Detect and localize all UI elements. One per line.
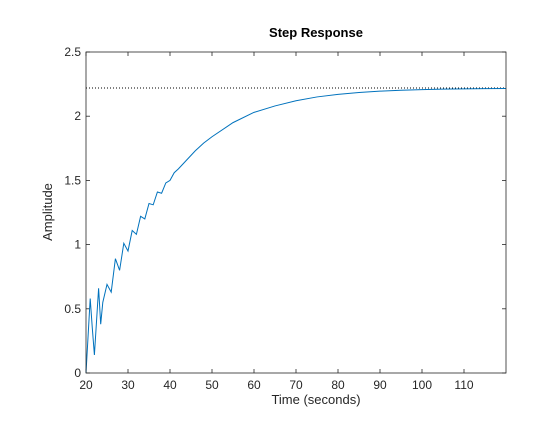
x-tick-label: 90 <box>373 378 387 392</box>
y-tick-label: 1.5 <box>64 173 81 187</box>
response-series-line <box>85 87 507 374</box>
chart-title: Step Response <box>269 25 363 40</box>
x-tick-label: 80 <box>331 378 345 392</box>
x-tick-label: 70 <box>289 378 303 392</box>
plot-frame <box>85 51 507 374</box>
ticks-layer: 20 30 40 50 60 70 80 90 100 110 0 0.5 1 1.5 2 2.5 <box>64 45 506 392</box>
y-tick-label: 1 <box>74 238 81 252</box>
y-tick-label: 0 <box>74 366 81 380</box>
y-tick-label: 0.5 <box>64 302 81 316</box>
x-axis-label: Time (seconds) <box>271 392 360 407</box>
plot-area <box>86 52 506 373</box>
x-tick-label: 30 <box>121 378 135 392</box>
x-tick-label: 40 <box>163 378 177 392</box>
x-tick-label: 50 <box>205 378 219 392</box>
y-axis-label: Amplitude <box>40 183 55 241</box>
x-tick-label: 20 <box>79 378 93 392</box>
y-tick-label: 2.5 <box>64 45 81 59</box>
y-tick-label: 2 <box>74 109 81 123</box>
x-tick-label: 100 <box>412 378 432 392</box>
x-tick-label: 60 <box>247 378 261 392</box>
x-tick-label: 110 <box>454 378 473 392</box>
